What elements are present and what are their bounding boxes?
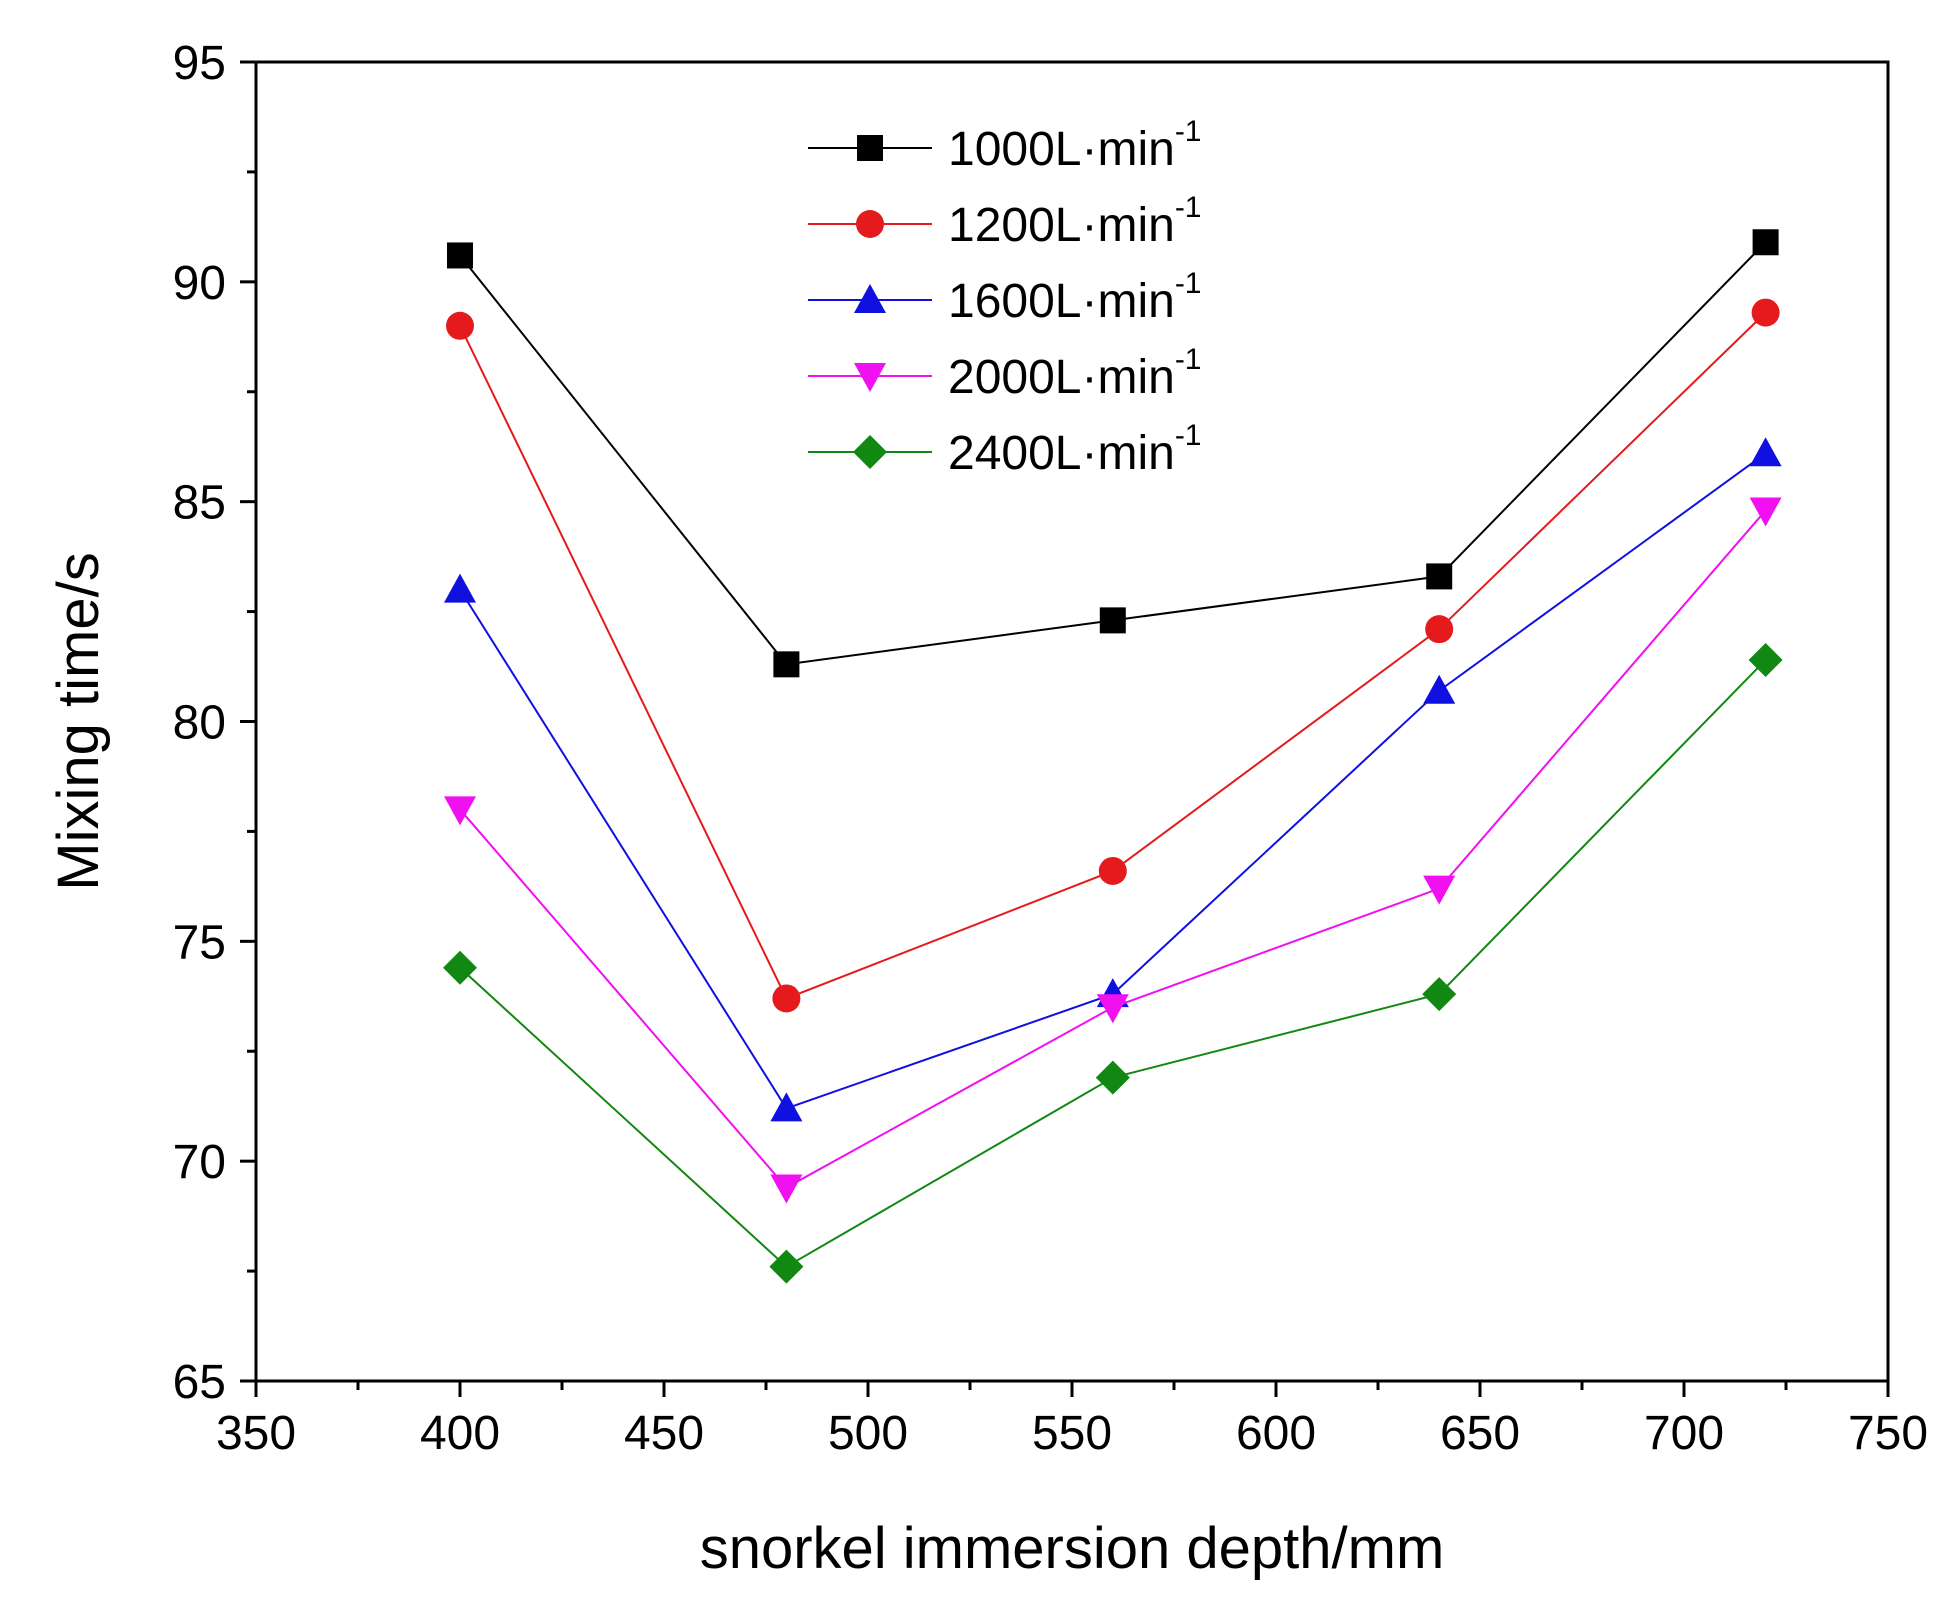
legend-label: 2000L·min-1	[948, 343, 1202, 404]
y-tick-label: 70	[173, 1136, 226, 1189]
legend-label-text: 1000L·min	[948, 123, 1175, 176]
legend-label-superscript: -1	[1175, 267, 1202, 300]
data-point	[1099, 607, 1126, 634]
x-axis-title: snorkel immersion depth/mm	[700, 1516, 1445, 1581]
data-point	[1749, 437, 1782, 467]
data-point	[1426, 563, 1453, 590]
legend-label-text: 2000L·min	[948, 351, 1175, 404]
y-tick-label: 95	[173, 37, 226, 90]
y-tick-label: 75	[173, 916, 226, 969]
legend-label-superscript: -1	[1175, 115, 1202, 148]
legend-entry: 1600L·min-1	[808, 267, 1202, 328]
x-tick-label: 400	[420, 1407, 500, 1460]
data-point	[1748, 642, 1783, 677]
y-tick-label: 85	[173, 477, 226, 530]
y-tick-label: 90	[173, 257, 226, 310]
x-axis: 350 400 450 500 550 600 650 700 750	[216, 1381, 1928, 1460]
legend-marker	[856, 210, 884, 238]
legend: 1000L·min-11200L·min-11600L·min-12000L·m…	[808, 115, 1202, 480]
legend-marker	[854, 284, 886, 313]
data-point	[1422, 977, 1457, 1012]
legend-label: 1200L·min-1	[948, 191, 1202, 252]
legend-label: 2400L·min-1	[948, 419, 1202, 480]
x-tick-label: 550	[1032, 1407, 1112, 1460]
legend-marker	[853, 435, 887, 469]
data-point	[1096, 994, 1129, 1024]
series-3	[444, 497, 1782, 1204]
data-point	[1423, 875, 1456, 905]
y-tick-label: 65	[173, 1356, 226, 1409]
y-tick-label: 80	[173, 697, 226, 750]
series-layer	[443, 229, 1783, 1284]
data-point	[1752, 229, 1779, 256]
data-point	[1098, 856, 1127, 885]
legend-entry: 1200L·min-1	[808, 191, 1202, 252]
legend-label: 1000L·min-1	[948, 115, 1202, 176]
data-point	[770, 1092, 803, 1122]
legend-label: 1600L·min-1	[948, 267, 1202, 328]
y-axis: 65 70 75 80 85 90 95	[173, 37, 256, 1409]
data-point	[770, 1174, 803, 1204]
data-point	[1095, 1060, 1130, 1095]
x-tick-label: 350	[216, 1407, 296, 1460]
data-point	[446, 311, 474, 340]
legend-label-text: 1200L·min	[948, 199, 1175, 252]
data-point	[443, 950, 477, 985]
legend-entry: 1000L·min-1	[808, 115, 1202, 176]
data-point	[1425, 615, 1454, 644]
legend-entry: 2400L·min-1	[808, 419, 1202, 480]
data-point	[769, 1249, 804, 1284]
data-point	[444, 796, 476, 826]
series-4	[443, 642, 1783, 1284]
series-1	[446, 298, 1780, 1013]
legend-marker	[857, 135, 883, 161]
legend-label-superscript: -1	[1175, 343, 1202, 376]
legend-label-text: 1600L·min	[948, 275, 1175, 328]
x-tick-label: 500	[828, 1407, 908, 1460]
x-tick-label: 450	[624, 1407, 704, 1460]
x-tick-label: 750	[1848, 1407, 1928, 1460]
x-tick-label: 700	[1644, 1407, 1724, 1460]
legend-entry: 2000L·min-1	[808, 343, 1202, 404]
x-tick-label: 650	[1440, 1407, 1520, 1460]
x-tick-label: 600	[1236, 1407, 1316, 1460]
legend-marker	[854, 363, 886, 392]
legend-label-text: 2400L·min	[948, 427, 1175, 480]
data-point	[1749, 497, 1782, 527]
data-point	[1423, 674, 1456, 704]
data-point	[773, 651, 800, 678]
y-axis-title: Mixing time/s	[46, 552, 111, 890]
data-point	[1751, 298, 1780, 327]
data-point	[444, 573, 476, 603]
legend-label-superscript: -1	[1175, 191, 1202, 224]
data-point	[447, 242, 473, 269]
data-point	[772, 984, 801, 1013]
legend-label-superscript: -1	[1175, 419, 1202, 452]
series-0	[447, 229, 1779, 678]
